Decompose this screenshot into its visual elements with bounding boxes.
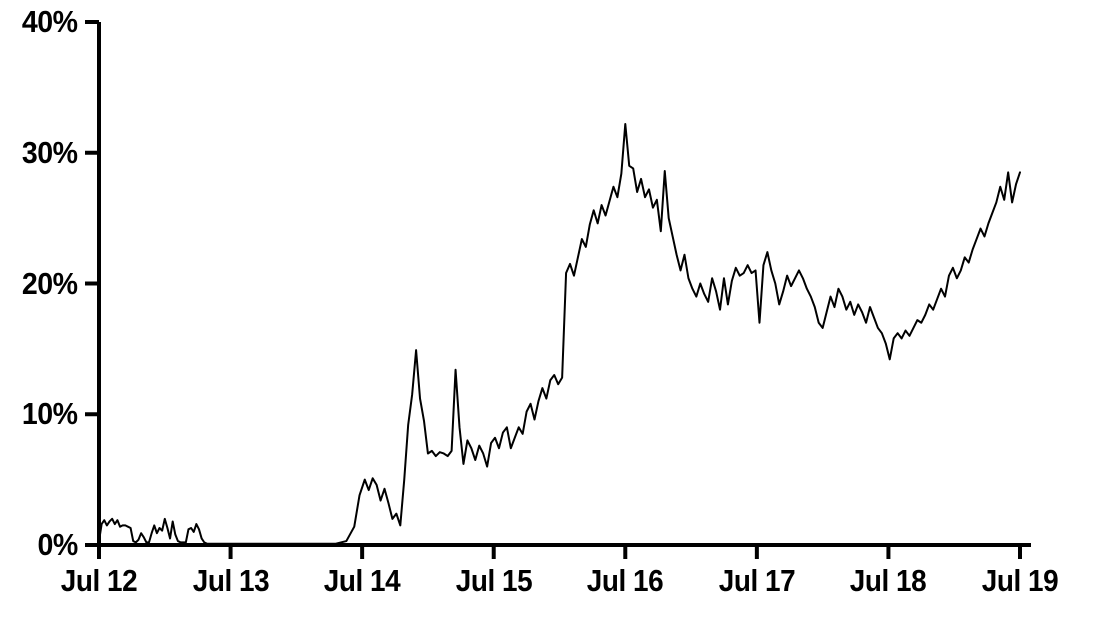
x-tick-label: Jul 19 xyxy=(981,563,1059,598)
x-tick-label: Jul 14 xyxy=(323,563,401,598)
data-line-share xyxy=(98,122,1021,545)
y-tick-label: 10% xyxy=(22,396,78,432)
x-tick-label: Jul 18 xyxy=(850,563,927,598)
x-tick-label: Jul 15 xyxy=(455,563,532,598)
y-tick-label: 30% xyxy=(22,134,78,170)
x-tick-label: Jul 17 xyxy=(718,563,796,598)
y-tick-label: 20% xyxy=(22,265,78,301)
x-tick-label: Jul 16 xyxy=(587,563,664,598)
x-tick-label: Jul 12 xyxy=(60,563,138,598)
axis-layer xyxy=(85,20,1031,559)
y-tick-label: 40% xyxy=(22,4,78,39)
series-layer xyxy=(98,122,1021,545)
x-tick-label: Jul 13 xyxy=(192,563,269,598)
y-tick-label: 0% xyxy=(37,527,79,562)
